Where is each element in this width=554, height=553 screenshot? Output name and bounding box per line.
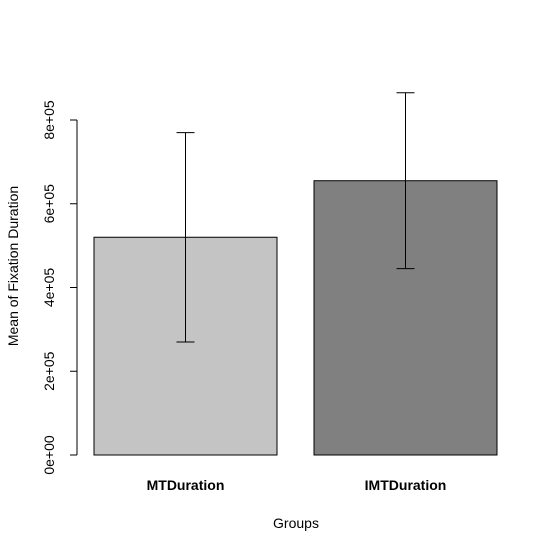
x-categories-group: MTDuration IMTDuration bbox=[147, 477, 447, 493]
x-category-label: MTDuration bbox=[147, 477, 225, 493]
y-tick-label: 8e+05 bbox=[41, 100, 57, 140]
bars-group bbox=[93, 180, 498, 456]
y-axis-title: Mean of Fixation Duration bbox=[5, 186, 21, 346]
y-tick-label: 0e+00 bbox=[41, 435, 57, 475]
y-ticks-group: 0e+00 2e+05 4e+05 6e+05 8e+05 bbox=[41, 100, 77, 475]
error-bars-group bbox=[176, 92, 415, 343]
y-tick-label: 6e+05 bbox=[41, 184, 57, 224]
y-tick-label: 2e+05 bbox=[41, 351, 57, 391]
x-axis-title: Groups bbox=[273, 515, 319, 531]
x-category-label: IMTDuration bbox=[365, 477, 447, 493]
y-tick-label: 4e+05 bbox=[41, 268, 57, 308]
